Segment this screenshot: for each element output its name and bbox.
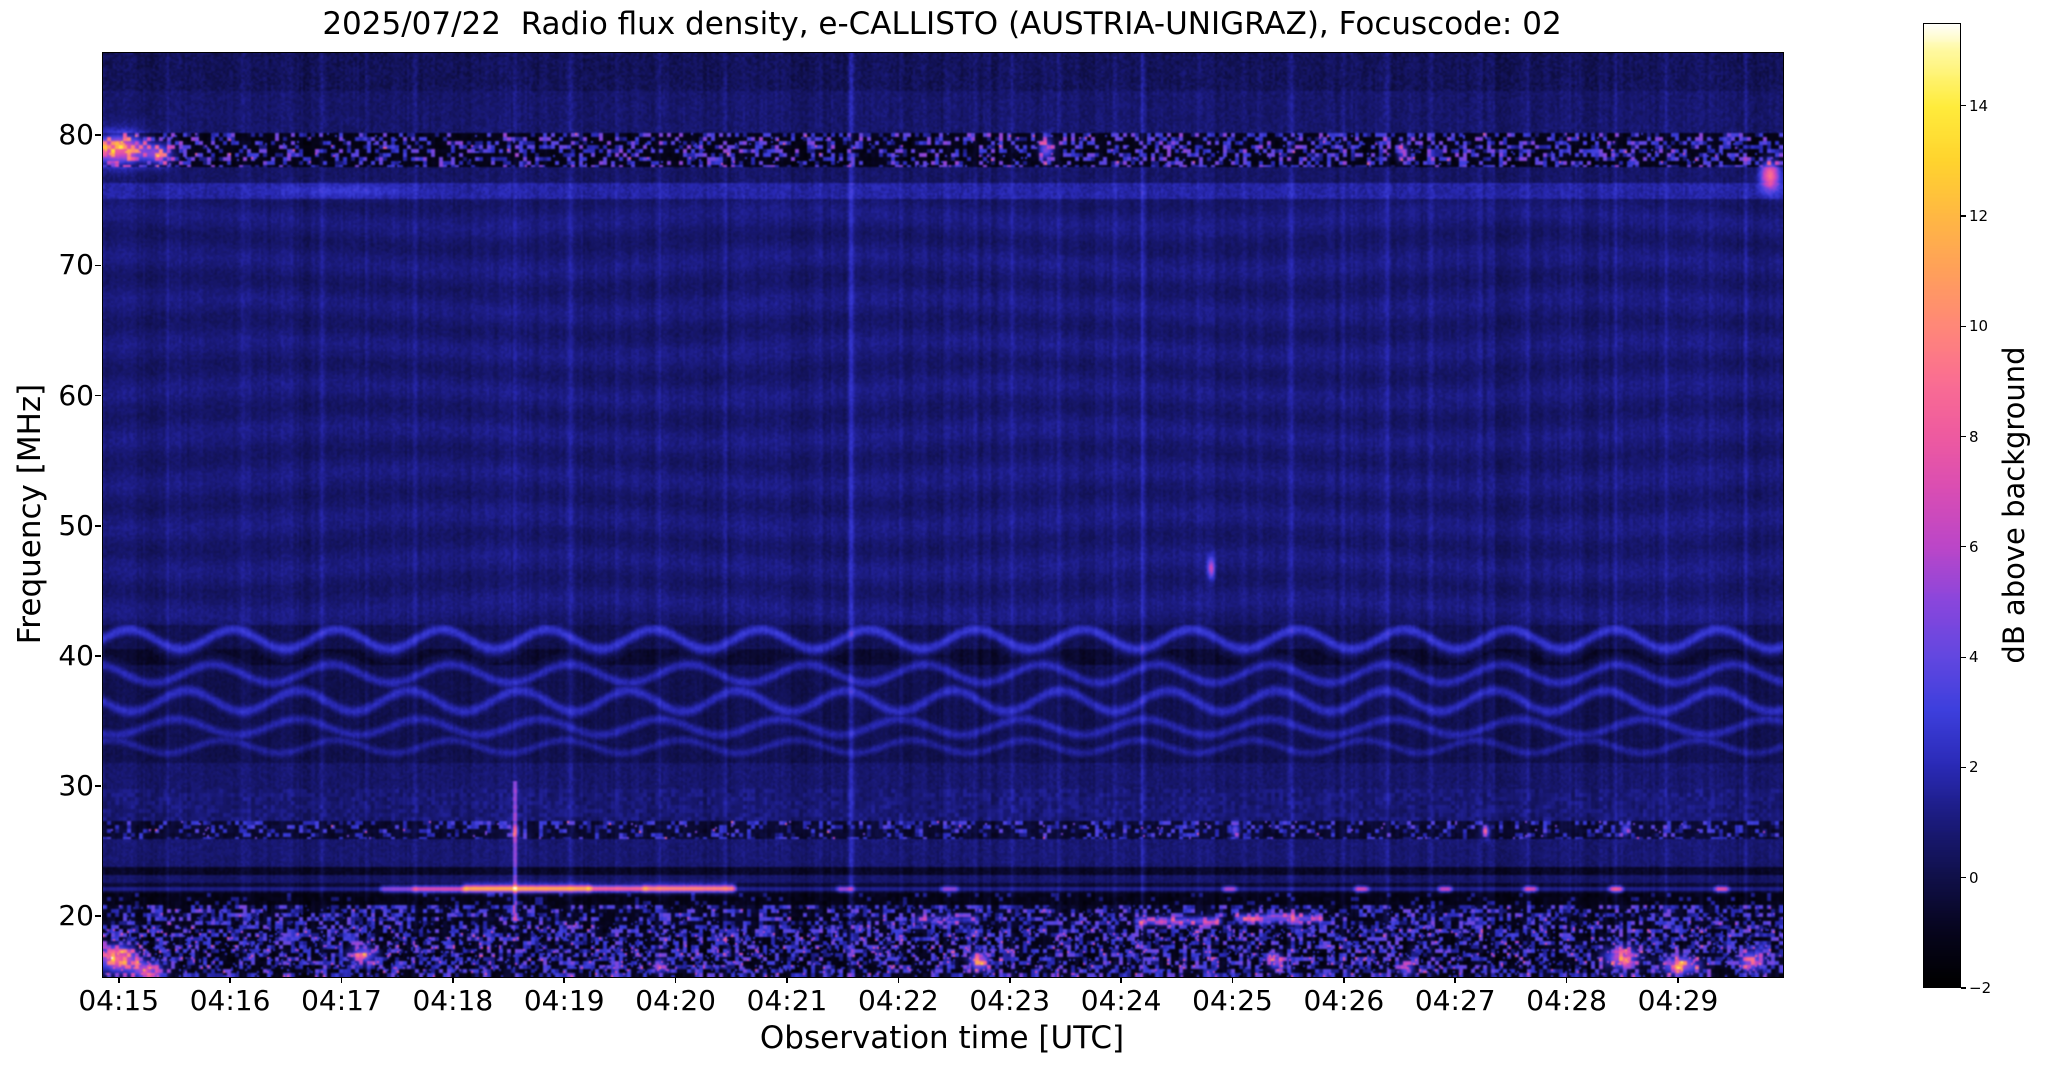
plot-title: 2025/07/22 Radio flux density, e-CALLIST…	[322, 6, 1562, 42]
x-tick-label: 04:25	[1192, 984, 1273, 1017]
colorbar-label: dB above background	[1997, 346, 2031, 664]
colorbar-tick-label: 0	[1969, 868, 1979, 887]
colorbar-tick-mark	[1961, 546, 1966, 548]
colorbar-canvas	[1924, 24, 1960, 987]
x-tick-label: 04:23	[969, 984, 1051, 1017]
x-tick-label: 04:17	[301, 984, 382, 1017]
x-tick-label: 04:16	[189, 984, 271, 1017]
x-tick-label: 04:20	[635, 984, 716, 1017]
x-tick-label: 04:18	[412, 984, 494, 1017]
colorbar-tick-mark	[1961, 987, 1966, 989]
y-tick-label: 20	[58, 899, 94, 933]
x-tick-mark	[1454, 977, 1457, 983]
x-tick-mark	[340, 977, 343, 983]
x-tick-mark	[1677, 977, 1679, 983]
x-tick-mark	[1008, 977, 1011, 983]
x-tick-label: 04:19	[523, 984, 605, 1017]
x-tick-label: 04:22	[858, 984, 939, 1017]
x-tick-mark	[1343, 977, 1345, 983]
x-tick-mark	[1231, 977, 1234, 983]
x-tick-mark	[674, 977, 677, 983]
colorbar-tick-label: 6	[1969, 537, 1979, 556]
y-tick-label: 30	[58, 768, 94, 802]
y-tick-label: 40	[58, 638, 94, 672]
colorbar	[1923, 23, 1961, 988]
colorbar-tick-label: 10	[1969, 317, 1989, 336]
colorbar-tick-label: 4	[1969, 648, 1979, 667]
x-axis-label: Observation time [UTC]	[759, 1020, 1125, 1056]
colorbar-tick-label: −2	[1969, 979, 1992, 997]
y-tick-mark	[95, 264, 101, 267]
x-tick-mark	[786, 977, 788, 983]
x-tick-label: 04:26	[1303, 984, 1385, 1017]
x-tick-mark	[563, 977, 566, 983]
x-tick-mark	[229, 977, 231, 983]
colorbar-tick-label: 12	[1969, 207, 1989, 225]
y-tick-mark	[95, 394, 101, 397]
colorbar-tick-mark	[1961, 656, 1966, 658]
y-tick-mark	[95, 915, 101, 917]
y-tick-label: 80	[58, 118, 94, 152]
x-tick-mark	[1565, 977, 1568, 983]
x-tick-label: 04:28	[1526, 984, 1607, 1017]
colorbar-tick-mark	[1961, 105, 1966, 107]
x-tick-label: 04:21	[746, 984, 828, 1017]
spectrogram-canvas	[103, 53, 1783, 977]
colorbar-tick-mark	[1961, 766, 1966, 769]
y-tick-mark	[95, 524, 101, 527]
x-tick-label: 04:15	[78, 984, 160, 1017]
y-tick-label: 70	[58, 248, 94, 282]
x-tick-label: 04:29	[1637, 984, 1719, 1017]
y-tick-mark	[95, 655, 101, 657]
colorbar-tick-mark	[1961, 325, 1966, 327]
y-tick-label: 50	[58, 508, 94, 542]
x-tick-mark	[117, 977, 120, 983]
plot-area	[102, 52, 1784, 978]
x-tick-mark	[452, 977, 454, 983]
x-tick-label: 04:24	[1080, 984, 1162, 1017]
colorbar-tick-label: 2	[1969, 758, 1979, 777]
x-tick-label: 04:27	[1414, 984, 1496, 1017]
y-tick-mark	[95, 785, 101, 787]
x-tick-mark	[897, 977, 900, 983]
colorbar-tick-mark	[1961, 215, 1966, 217]
colorbar-tick-mark	[1961, 877, 1966, 879]
y-tick-mark	[95, 134, 101, 137]
colorbar-tick-label: 14	[1969, 96, 1989, 115]
colorbar-tick-mark	[1961, 435, 1966, 438]
y-tick-label: 60	[58, 378, 94, 412]
colorbar-tick-label: 8	[1969, 427, 1979, 446]
x-tick-mark	[1120, 977, 1122, 983]
